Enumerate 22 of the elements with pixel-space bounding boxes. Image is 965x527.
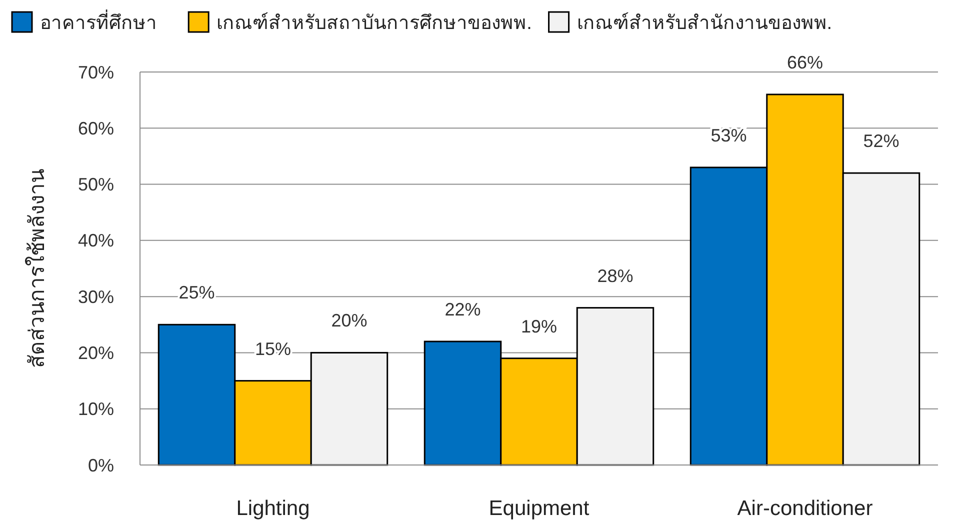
data-label: 22% xyxy=(444,299,481,320)
y-tick-label: 30% xyxy=(78,286,114,307)
data-label: 19% xyxy=(520,316,558,336)
y-tick-label: 0% xyxy=(88,455,114,476)
y-tick-label: 20% xyxy=(78,343,114,364)
x-tick-label: Lighting xyxy=(236,497,310,520)
data-label: 66% xyxy=(786,52,824,72)
data-label: 20% xyxy=(331,310,368,331)
data-label: 52% xyxy=(863,131,900,152)
y-tick-label: 70% xyxy=(78,62,114,82)
legend-label: อาคารที่ศึกษา xyxy=(40,9,157,34)
y-tick-label: 10% xyxy=(78,399,114,420)
legend-label: เกณฑ์สำหรับสำนักงานของพพ. xyxy=(576,12,832,34)
x-tick-label: Air-conditioner xyxy=(737,497,873,520)
x-tick-label: Equipment xyxy=(488,497,590,520)
data-label: 53% xyxy=(710,125,747,146)
y-tick-label: 40% xyxy=(78,230,114,251)
legend-label: เกณฑ์สำหรับสถาบันการศึกษาของพพ. xyxy=(216,12,532,34)
data-label: 28% xyxy=(597,266,634,286)
y-axis-title: สัดส่วนการใช้พลังงาน xyxy=(25,169,49,368)
y-tick-label: 60% xyxy=(78,118,114,138)
y-tick-label: 50% xyxy=(78,174,114,195)
